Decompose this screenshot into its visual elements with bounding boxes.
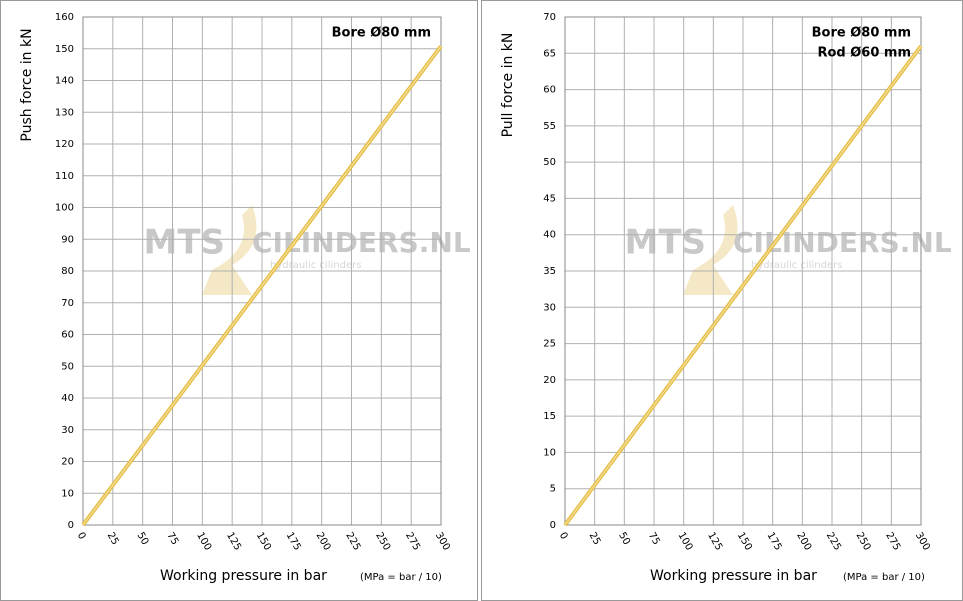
y-tick-label: 50 bbox=[61, 361, 74, 372]
y-tick-label: 35 bbox=[543, 266, 556, 277]
y-tick-label: 25 bbox=[543, 339, 556, 350]
watermark: MTS bbox=[143, 223, 225, 263]
x-axis-note: (MPa = bar / 10) bbox=[360, 572, 442, 583]
x-tick-label: 0 bbox=[557, 531, 570, 542]
watermark-logo bbox=[202, 205, 257, 295]
y-tick-label: 60 bbox=[61, 330, 74, 341]
x-tick-label: 0 bbox=[75, 531, 88, 542]
watermark: hydraulic cilinders bbox=[270, 260, 361, 271]
y-tick-label: 60 bbox=[543, 85, 556, 96]
annotation: Rod Ø60 mm bbox=[817, 46, 911, 61]
x-axis-note: (MPa = bar / 10) bbox=[843, 572, 925, 583]
y-tick-label: 70 bbox=[543, 12, 556, 23]
y-tick-label: 140 bbox=[55, 76, 74, 87]
y-tick-label: 40 bbox=[61, 393, 74, 404]
annotation: Bore Ø80 mm bbox=[332, 26, 431, 41]
series-line-highlight bbox=[82, 45, 442, 526]
y-tick-label: 5 bbox=[550, 484, 556, 495]
y-tick-label: 160 bbox=[55, 12, 74, 23]
watermark: MTS bbox=[624, 223, 706, 263]
y-tick-label: 20 bbox=[543, 375, 556, 386]
watermark-logo bbox=[683, 205, 738, 295]
y-tick-label: 0 bbox=[550, 520, 556, 531]
y-tick-label: 10 bbox=[543, 447, 556, 458]
plot-frame bbox=[564, 16, 922, 526]
x-axis-label: Working pressure in bar bbox=[160, 568, 327, 584]
y-tick-label: 55 bbox=[543, 121, 556, 132]
y-tick-label: 30 bbox=[61, 425, 74, 436]
watermark: hydraulic cilinders bbox=[751, 260, 842, 271]
y-tick-label: 110 bbox=[55, 171, 74, 182]
annotation: Bore Ø80 mm bbox=[812, 26, 911, 41]
y-tick-label: 150 bbox=[55, 44, 74, 55]
y-tick-label: 130 bbox=[55, 107, 74, 118]
y-tick-label: 70 bbox=[61, 298, 74, 309]
y-tick-label: 15 bbox=[543, 411, 556, 422]
y-tick-label: 90 bbox=[61, 234, 74, 245]
plot-frame bbox=[82, 16, 442, 526]
y-tick-label: 20 bbox=[61, 457, 74, 468]
y-tick-label: 0 bbox=[68, 520, 74, 531]
y-tick-label: 30 bbox=[543, 302, 556, 313]
y-axis-label: Push force in kN bbox=[19, 28, 35, 141]
series-line-highlight bbox=[564, 45, 922, 526]
y-axis-label: Pull force in kN bbox=[500, 33, 516, 138]
y-tick-label: 40 bbox=[543, 230, 556, 241]
y-tick-label: 50 bbox=[543, 157, 556, 168]
y-tick-label: 100 bbox=[55, 203, 74, 214]
y-tick-label: 80 bbox=[61, 266, 74, 277]
y-tick-label: 65 bbox=[543, 48, 556, 59]
watermark: CILINDERS.NL bbox=[733, 226, 952, 259]
y-tick-label: 10 bbox=[61, 488, 74, 499]
y-tick-label: 120 bbox=[55, 139, 74, 150]
x-axis-label: Working pressure in bar bbox=[650, 568, 817, 584]
y-tick-label: 45 bbox=[543, 193, 556, 204]
